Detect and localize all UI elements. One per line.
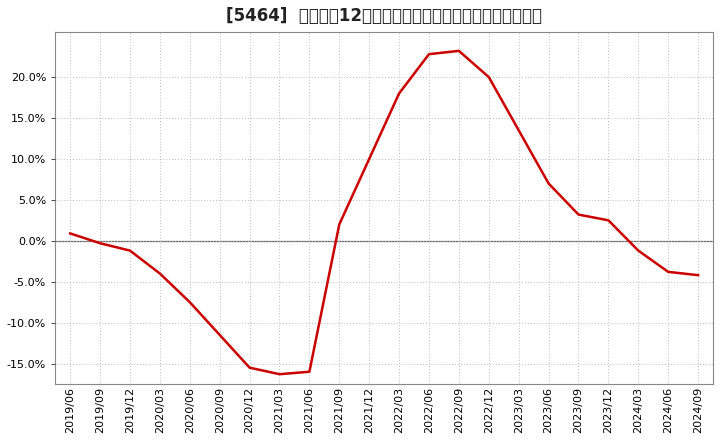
Title: [5464]  売上高の12か月移動合計の対前年同期増減率の推移: [5464] 売上高の12か月移動合計の対前年同期増減率の推移 <box>226 7 542 25</box>
